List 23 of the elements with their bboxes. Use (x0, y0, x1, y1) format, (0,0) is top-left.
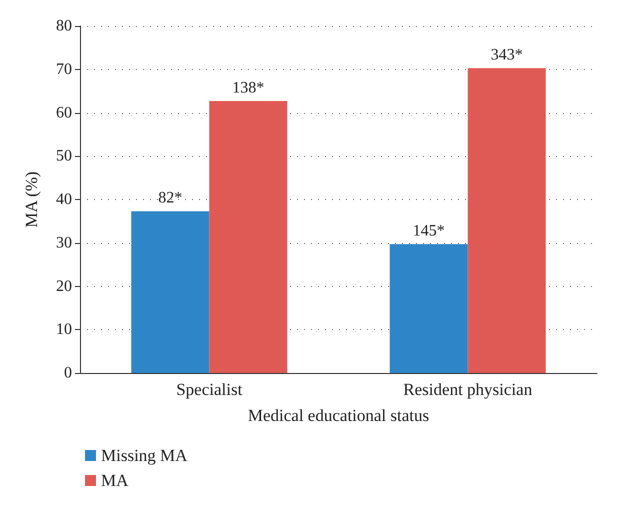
bar (390, 244, 468, 373)
y-tick-label: 30 (56, 234, 72, 252)
y-tick-label: 10 (56, 321, 72, 338)
y-tick-label: 0 (64, 364, 72, 382)
legend-label: Missing MA (101, 446, 188, 465)
bar (209, 101, 288, 373)
legend-label: MA (101, 471, 130, 490)
y-tick-label: 70 (56, 60, 72, 78)
x-tick-label: Resident physician (403, 380, 533, 399)
bar (468, 68, 546, 373)
y-tick-label: 40 (56, 191, 72, 208)
annotation: 82* (158, 190, 182, 207)
annotation: 343* (490, 46, 523, 64)
y-axis-title: MA (%) (22, 171, 41, 228)
y-tick-label: 60 (56, 104, 72, 122)
y-tick-label: 80 (56, 18, 72, 34)
x-axis-title: Medical educational status (248, 406, 430, 425)
x-tick-label: Specialist (176, 380, 243, 399)
y-tick-label: 50 (56, 148, 72, 165)
annotation: 145* (412, 222, 445, 240)
y-tick-label: 20 (56, 278, 72, 295)
annotation: 138* (232, 80, 264, 97)
bar (131, 211, 210, 373)
